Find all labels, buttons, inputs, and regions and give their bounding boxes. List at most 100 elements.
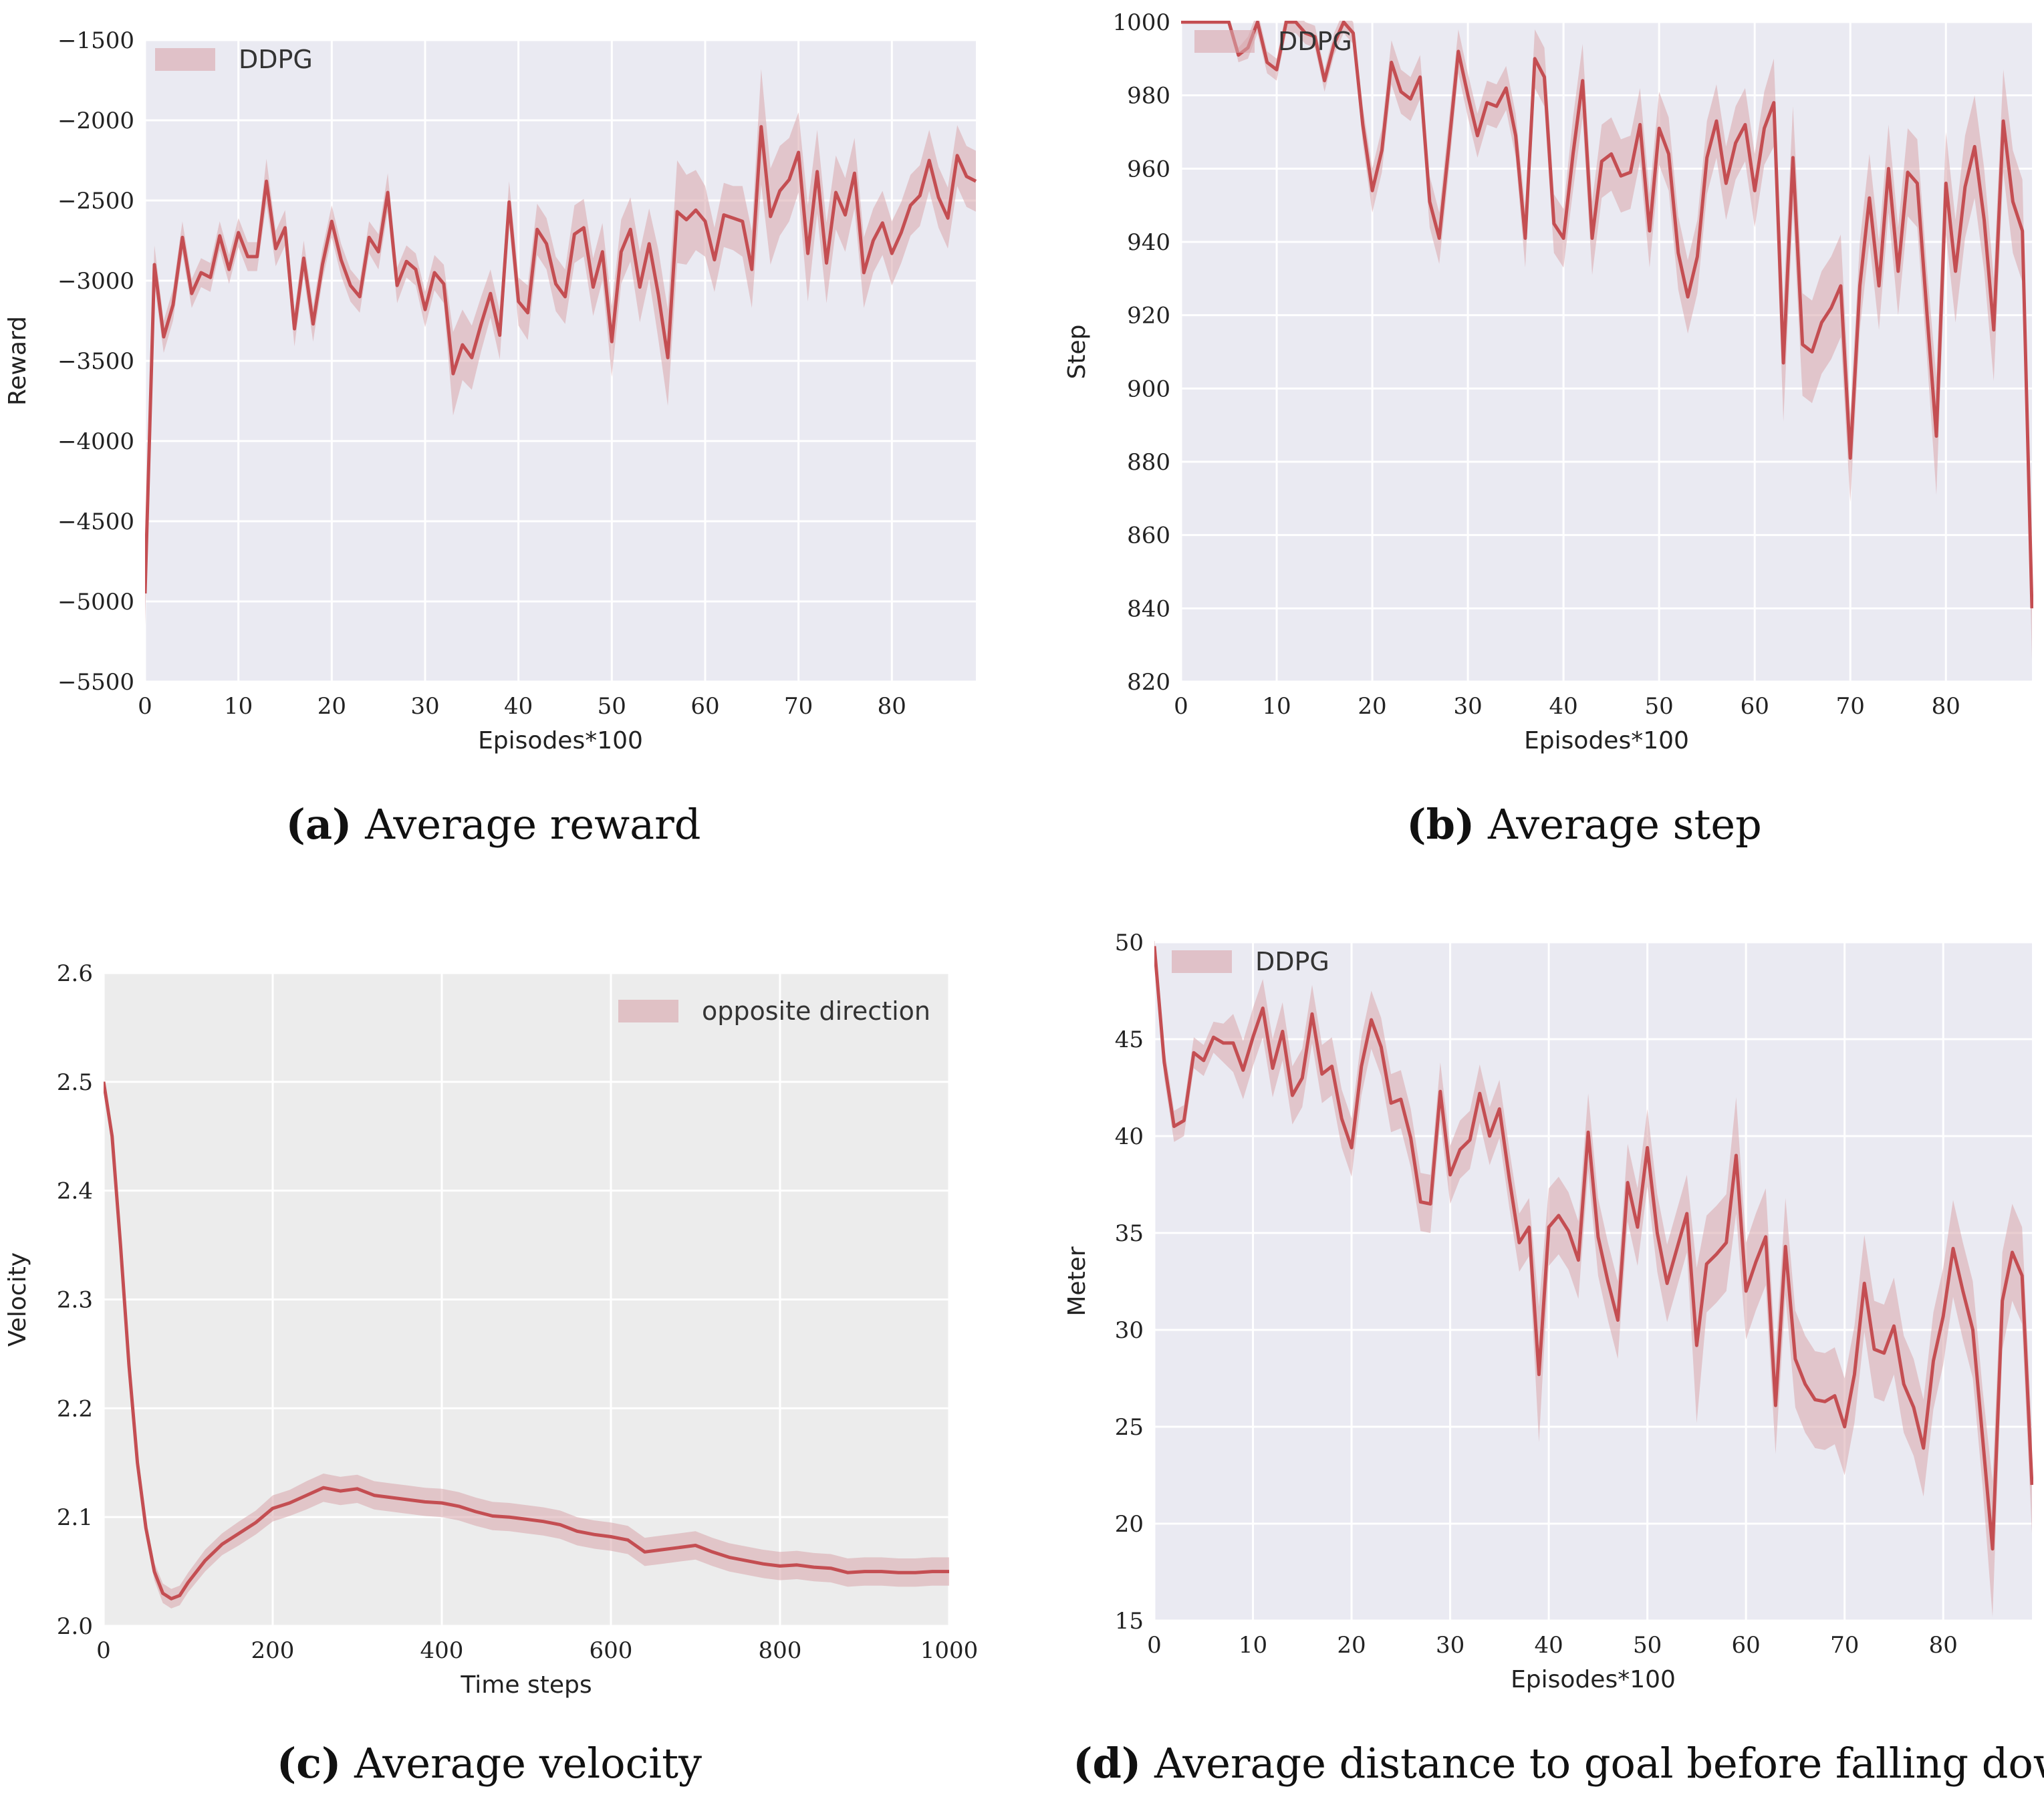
y-tick-label: 880 (1127, 449, 1170, 476)
y-tick-label: 40 (1115, 1123, 1144, 1150)
caption-text: Average velocity (341, 1739, 702, 1788)
caption-text: Average distance to goal before falling … (1141, 1739, 2044, 1788)
x-tick-label: 20 (1337, 1632, 1366, 1659)
x-tick-label: 50 (1633, 1632, 1662, 1659)
chart-panel-d: 0 10 20 30 40 50 60 70 80 15 20 25 30 35 40 45 50 Episode… (1063, 930, 2044, 1788)
y-tick-label: −2500 (57, 188, 134, 215)
x-tick-label: 60 (1741, 693, 1769, 720)
x-tick-label: 10 (1239, 1632, 1267, 1659)
y-tick-label: 2.4 (57, 1178, 93, 1205)
y-tick-label: 1000 (1112, 9, 1170, 36)
x-tick-label: 0 (138, 693, 152, 720)
y-tick-label: 50 (1115, 930, 1144, 956)
series-line (1154, 946, 2033, 1551)
panel-caption: (c) Average velocity (277, 1739, 702, 1788)
y-tick-label: 960 (1127, 156, 1170, 182)
legend-label: DDPG (1255, 947, 1329, 976)
x-tick-label: 0 (1174, 693, 1188, 720)
x-tick-label: 400 (420, 1637, 464, 1664)
legend-swatch (155, 48, 215, 71)
y-tick-label: 20 (1115, 1511, 1144, 1538)
x-tick-label: 70 (1836, 693, 1865, 720)
x-tick-label: 10 (1262, 693, 1291, 720)
x-tick-label: 60 (1732, 1632, 1761, 1659)
x-tick-label: 0 (1147, 1632, 1162, 1659)
x-tick-label: 40 (1534, 1632, 1563, 1659)
x-tick-label: 80 (878, 693, 906, 720)
x-tick-label: 40 (504, 693, 533, 720)
legend-swatch (1172, 950, 1232, 973)
y-tick-label: 30 (1115, 1317, 1144, 1344)
x-tick-label: 70 (1830, 1632, 1859, 1659)
y-tick-label: −2000 (57, 108, 134, 134)
x-tick-label: 30 (1453, 693, 1482, 720)
x-tick-label: 80 (1929, 1632, 1958, 1659)
x-axis-label: Episodes*100 (1524, 727, 1689, 754)
series-line (145, 125, 977, 594)
caption-letter: (b) (1406, 800, 1475, 849)
x-tick-label: 20 (1358, 693, 1386, 720)
y-axis-label: Meter (1063, 1246, 1091, 1316)
caption-letter: (a) (286, 800, 352, 849)
y-tick-label: 2.6 (57, 960, 93, 987)
series-line (1181, 21, 2033, 609)
x-axis-label: Time steps (460, 1671, 592, 1699)
legend-swatch (1194, 30, 1255, 53)
caption-text: Average reward (352, 800, 700, 849)
y-tick-label: 25 (1115, 1414, 1144, 1441)
y-tick-label: −1500 (57, 27, 134, 54)
caption-letter: (d) (1073, 1739, 1141, 1788)
y-axis-label: Reward (4, 316, 31, 406)
y-tick-label: 35 (1115, 1220, 1144, 1247)
legend-label: opposite direction (702, 996, 930, 1026)
x-tick-label: 10 (224, 693, 253, 720)
panel-caption: (a) Average reward (286, 800, 701, 849)
y-tick-label: 2.0 (57, 1613, 93, 1640)
x-tick-label: 60 (690, 693, 719, 720)
y-tick-label: 940 (1127, 229, 1170, 256)
x-tick-label: 0 (96, 1637, 111, 1664)
x-tick-label: 80 (1932, 693, 1960, 720)
y-axis-label: Step (1063, 325, 1091, 380)
x-tick-label: 50 (598, 693, 626, 720)
y-axis-label: Velocity (4, 1252, 31, 1347)
x-tick-label: 30 (1436, 1632, 1464, 1659)
x-tick-label: 30 (410, 693, 439, 720)
y-tick-label: −4500 (57, 509, 134, 535)
x-axis-label: Episodes*100 (1511, 1666, 1676, 1693)
legend-label: DDPG (1278, 27, 1352, 56)
series-line (104, 1081, 949, 1601)
y-tick-label: 860 (1127, 523, 1170, 549)
confidence-band (1181, 21, 2032, 660)
y-tick-label: −5000 (57, 589, 134, 615)
panel-caption: (b) Average step (1406, 800, 1762, 849)
y-tick-label: −4000 (57, 428, 134, 455)
caption-letter: (c) (277, 1739, 341, 1788)
legend-label: DDPG (239, 45, 313, 74)
y-tick-label: 920 (1127, 303, 1170, 329)
y-tick-label: 840 (1127, 595, 1170, 622)
x-tick-label: 800 (759, 1637, 802, 1664)
chart-panel-a: 0 10 20 30 40 50 60 70 80 −5500 −5000 −4500 −4000 −35… (4, 27, 977, 849)
x-tick-label: 50 (1645, 693, 1674, 720)
x-tick-label: 20 (317, 693, 346, 720)
x-axis-label: Episodes*100 (478, 727, 643, 754)
y-tick-label: 2.1 (57, 1504, 93, 1531)
caption-text: Average step (1475, 800, 1762, 849)
y-tick-label: −5500 (57, 669, 134, 696)
chart-panel-c: 0 200 400 600 800 1000 2.0 2.1 2.2 2.3 2.4 2.5 2.6 Ti… (4, 960, 978, 1788)
panel-caption: (d) Average distance to goal before fall… (1073, 1739, 2044, 1788)
y-tick-label: 15 (1115, 1608, 1144, 1635)
y-tick-label: −3000 (57, 268, 134, 295)
y-tick-label: 980 (1127, 83, 1170, 110)
y-tick-label: 2.5 (57, 1069, 93, 1096)
x-tick-label: 200 (251, 1637, 295, 1664)
x-tick-label: 70 (784, 693, 813, 720)
chart-panel-b: 0 10 20 30 40 50 60 70 80 820 840 860 880 900 920 940 96… (1063, 9, 2033, 849)
y-tick-label: 820 (1127, 669, 1170, 696)
y-tick-label: 900 (1127, 376, 1170, 402)
x-tick-label: 40 (1549, 693, 1578, 720)
legend-swatch (618, 1000, 678, 1022)
y-tick-label: 2.3 (57, 1287, 93, 1314)
